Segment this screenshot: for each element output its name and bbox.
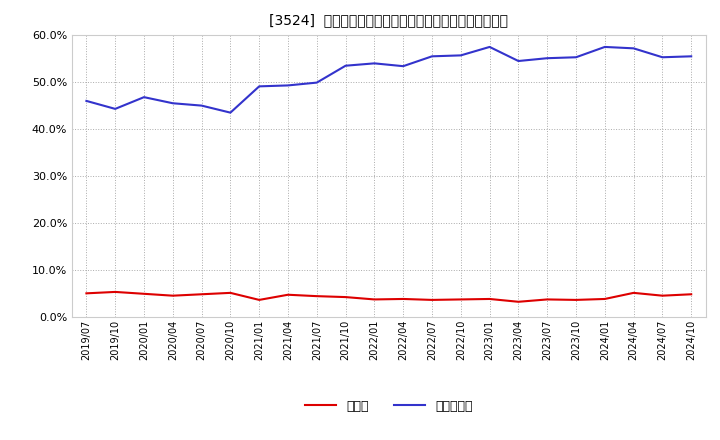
Line: 現預金: 現預金 (86, 292, 691, 302)
現預金 (428, 297, 436, 303)
現預金 (687, 292, 696, 297)
有利子負債 (456, 53, 465, 58)
現預金 (543, 297, 552, 302)
現預金 (284, 292, 292, 297)
有利子負債 (658, 55, 667, 60)
現預金 (226, 290, 235, 296)
現預金 (600, 296, 609, 301)
現預金 (312, 293, 321, 299)
有利子負債 (428, 54, 436, 59)
現預金 (514, 299, 523, 304)
現預金 (111, 289, 120, 294)
現預金 (341, 294, 350, 300)
有利子負債 (82, 98, 91, 103)
有利子負債 (111, 106, 120, 111)
Legend: 現預金, 有利子負債: 現預金, 有利子負債 (300, 395, 477, 418)
現預金 (140, 291, 148, 297)
有利子負債 (370, 61, 379, 66)
有利子負債 (312, 80, 321, 85)
現預金 (485, 296, 494, 301)
有利子負債 (399, 63, 408, 69)
有利子負債 (572, 55, 580, 60)
現預金 (658, 293, 667, 298)
有利子負債 (629, 46, 638, 51)
有利子負債 (600, 44, 609, 50)
現預金 (197, 292, 206, 297)
有利子負債 (514, 59, 523, 64)
現預金 (168, 293, 177, 298)
現預金 (399, 296, 408, 301)
有利子負債 (485, 44, 494, 50)
有利子負債 (687, 54, 696, 59)
Line: 有利子負債: 有利子負債 (86, 47, 691, 113)
現預金 (572, 297, 580, 303)
有利子負債 (168, 101, 177, 106)
有利子負債 (284, 83, 292, 88)
有利子負債 (255, 84, 264, 89)
現預金 (629, 290, 638, 296)
有利子負債 (197, 103, 206, 108)
有利子負債 (543, 55, 552, 61)
有利子負債 (341, 63, 350, 68)
有利子負債 (140, 95, 148, 100)
現預金 (82, 291, 91, 296)
現預金 (255, 297, 264, 303)
現預金 (456, 297, 465, 302)
現預金 (370, 297, 379, 302)
有利子負債 (226, 110, 235, 115)
Title: [3524]  現預金、有利子負債の総資産に対する比率の推移: [3524] 現預金、有利子負債の総資産に対する比率の推移 (269, 13, 508, 27)
